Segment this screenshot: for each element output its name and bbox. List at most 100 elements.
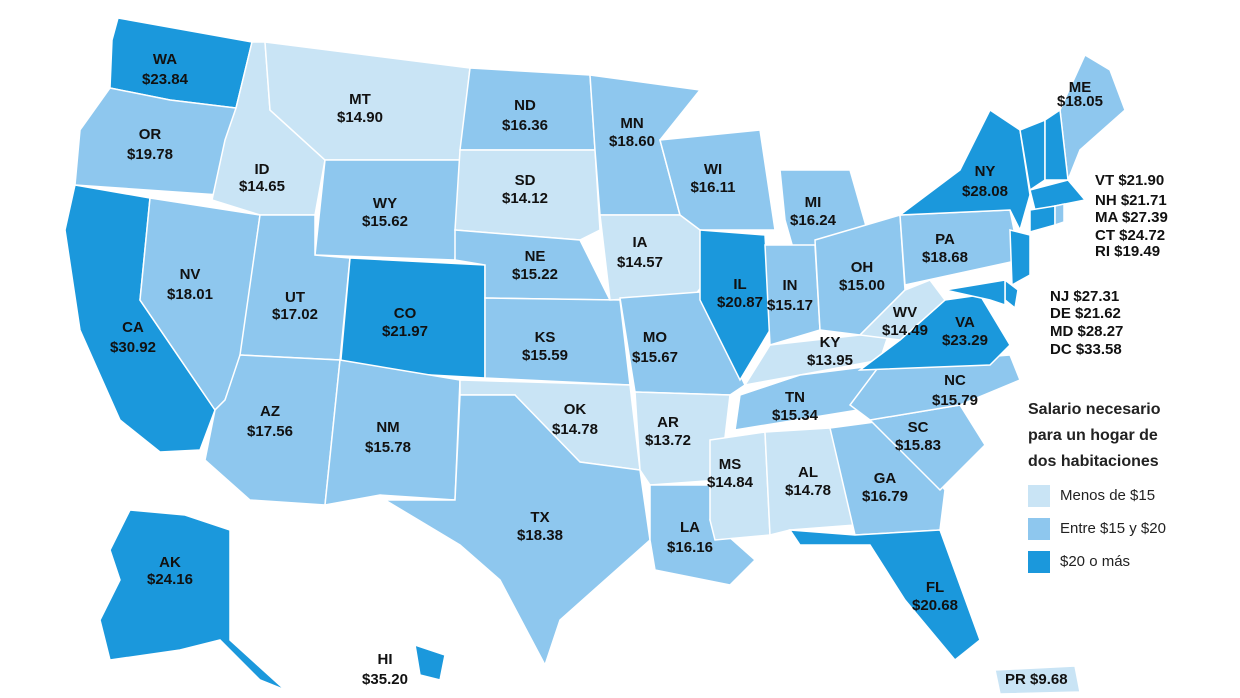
state-value: $16.11 [690, 179, 735, 196]
state-abbr: OK [564, 401, 587, 418]
state-abbr: TX [530, 509, 549, 526]
state-abbr: KS [535, 329, 556, 346]
state-abbr: UT [285, 289, 305, 306]
state-abbr: NM [376, 419, 399, 436]
state-abbr: OR [139, 126, 162, 143]
state-value: $21.71 [1121, 192, 1167, 209]
state-value: $16.16 [667, 539, 713, 556]
state-value: $14.78 [552, 421, 598, 438]
state-abbr: TN [785, 389, 805, 406]
state [897, 108, 1031, 233]
state-value: $18.68 [922, 249, 968, 266]
state-abbr: IA [633, 234, 648, 251]
state-value: $19.49 [1114, 243, 1160, 260]
state-label: MA $27.39 [1095, 209, 1168, 226]
state [764, 244, 821, 346]
legend-label: Entre $15 y $20 [1060, 520, 1166, 537]
state-abbr: NH [1095, 192, 1117, 209]
state-value: $13.72 [645, 432, 691, 449]
legend-title: Salario necesario [1028, 401, 1161, 418]
state-abbr: OH [851, 259, 874, 276]
state-value: $23.84 [142, 71, 189, 88]
state-value: $14.49 [882, 322, 928, 339]
legend-label: $20 o más [1060, 553, 1130, 570]
state-value: $14.65 [239, 178, 285, 195]
state [414, 643, 446, 681]
state-abbr: HI [378, 651, 393, 668]
state-label: NJ $27.31 [1050, 288, 1119, 305]
state-abbr: CO [394, 305, 417, 322]
state-abbr: VT [1095, 172, 1114, 189]
state-abbr: GA [874, 470, 897, 487]
state [764, 427, 856, 536]
state-value: $14.12 [502, 190, 548, 207]
state-abbr: MA [1095, 209, 1118, 226]
state-value: $30.92 [110, 339, 156, 356]
state-label: MD $28.27 [1050, 323, 1123, 340]
state [1004, 278, 1019, 310]
state [619, 291, 746, 396]
state-abbr: AZ [260, 403, 280, 420]
legend-title: para un hogar de [1028, 427, 1158, 444]
state [848, 354, 1021, 421]
state-label: VT $21.90 [1095, 172, 1164, 189]
state-value: $21.97 [382, 323, 428, 340]
state-value: $14.90 [337, 109, 383, 126]
state-abbr: MT [349, 91, 371, 108]
state-value: $19.78 [127, 146, 173, 163]
state [788, 529, 981, 662]
state-value: $15.17 [767, 297, 813, 314]
state-value: $28.27 [1078, 323, 1124, 340]
state [484, 297, 631, 386]
state-value: $16.24 [790, 212, 837, 229]
state-value: $15.59 [522, 347, 568, 364]
legend-swatch [1028, 485, 1050, 507]
state-abbr: MO [643, 329, 667, 346]
state-value: $14.57 [617, 254, 663, 271]
state-abbr: IN [783, 277, 798, 294]
state-abbr: MS [719, 456, 742, 473]
state-value: $21.90 [1118, 172, 1164, 189]
state-abbr: KY [820, 334, 841, 351]
state-value: $9.68 [1030, 671, 1068, 688]
legend-swatch [1028, 551, 1050, 573]
state-abbr: WA [153, 51, 177, 68]
state-abbr: MI [805, 194, 822, 211]
state-abbr: VA [955, 314, 975, 331]
state-abbr: AR [657, 414, 679, 431]
state-abbr: ME [1069, 79, 1092, 96]
state-label: DC $33.58 [1050, 341, 1122, 358]
state-abbr: DE [1050, 305, 1071, 322]
state [634, 391, 731, 486]
state-abbr: PA [935, 231, 955, 248]
state-value: $15.83 [895, 437, 941, 454]
state-abbr: AK [159, 554, 181, 571]
state-abbr: ID [255, 161, 270, 178]
state [899, 209, 1021, 286]
state [1054, 203, 1065, 227]
state-abbr: LA [680, 519, 700, 536]
state-abbr: ND [514, 97, 536, 114]
state-value: $18.05 [1057, 93, 1103, 110]
state-abbr: PR [1005, 671, 1026, 688]
state-abbr: SC [908, 419, 929, 436]
state-abbr: AL [798, 464, 818, 481]
state [858, 279, 947, 341]
state-value: $15.79 [932, 392, 978, 409]
state-value: $20.68 [912, 597, 958, 614]
state-value: $27.39 [1122, 209, 1168, 226]
state-value: $13.95 [807, 352, 853, 369]
state-value: $15.22 [512, 266, 558, 283]
state-label: DE $21.62 [1050, 305, 1121, 322]
state-value: $15.62 [362, 213, 408, 230]
state-value: $17.56 [247, 423, 293, 440]
state-abbr: RI [1095, 243, 1110, 260]
state-value: $24.72 [1119, 227, 1165, 244]
state-abbr: FL [926, 579, 944, 596]
state-value: $18.38 [517, 527, 563, 544]
state-abbr: CT [1095, 227, 1115, 244]
state [1059, 53, 1126, 181]
state-abbr: CA [122, 319, 144, 336]
state [324, 359, 461, 506]
